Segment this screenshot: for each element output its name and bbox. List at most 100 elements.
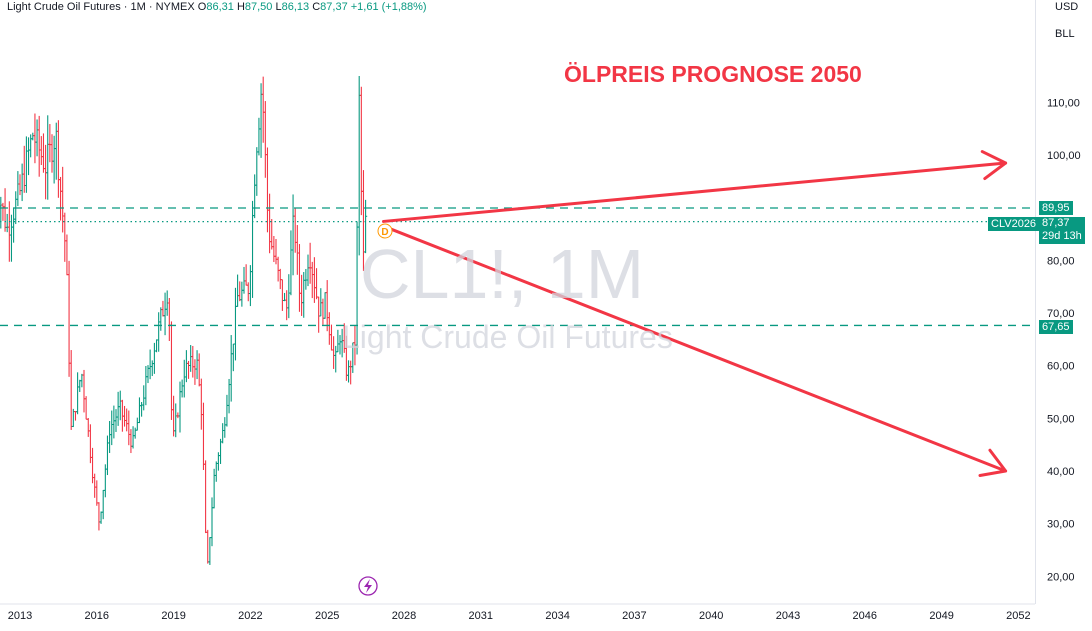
ohlc-bar [332, 336, 336, 369]
ohlc-bar [349, 360, 353, 385]
ohlc-bar [314, 268, 319, 300]
ohlc-bar [41, 133, 46, 173]
ohlc-bar [321, 298, 325, 325]
symbol-name: Light Crude Oil Futures [7, 1, 121, 13]
ohlc-bar [184, 350, 188, 383]
legend-separator: · [148, 1, 153, 13]
ohlc-bar [238, 281, 242, 302]
time-axis: 2013 2016 2019 2022 2025 2028 2031 2034 2037 2040… [8, 610, 1031, 622]
ohlc-bar [336, 329, 340, 353]
low-value: 86,13 [281, 1, 310, 13]
price-tick-label: 80,00 [1047, 255, 1075, 267]
ohlc-bar [210, 497, 214, 547]
time-tick-label: 2037 [622, 610, 646, 622]
ohlc-bar [125, 408, 129, 432]
ohlc-bar [246, 282, 250, 302]
ohlc-bar [176, 412, 180, 419]
ohlc-bar [5, 213, 9, 233]
ohlc-bar [302, 272, 306, 318]
ohlc-bar [167, 297, 171, 341]
dividend-marker-label: D [381, 227, 388, 238]
time-tick-label: 2034 [545, 610, 569, 622]
exchange-label: NYMEX [155, 1, 195, 13]
ohlc-bar [204, 460, 208, 534]
ohlc-bar [16, 171, 20, 207]
ohlc-bar [93, 473, 97, 498]
ohlc-bar [265, 147, 270, 233]
price-tick-label: 60,00 [1047, 361, 1075, 373]
ohlc-bar [201, 402, 206, 471]
unit-button[interactable]: BLL [1055, 28, 1075, 40]
ohlc-bar [182, 359, 186, 398]
trend-arrow[interactable] [382, 150, 1008, 223]
ohlc-bar [56, 120, 60, 198]
ohlc-bar [50, 134, 54, 173]
ohlc-bar [26, 137, 31, 176]
ohlc-bar [261, 76, 265, 143]
price-axis[interactable]: 20,00 30,00 40,00 50,00 60,00 70,00 80,00 100,0… [1035, 0, 1092, 604]
ohlc-bar [163, 292, 167, 336]
ohlc-bar [65, 234, 69, 276]
trend-arrow[interactable] [382, 224, 1008, 478]
ohlc-bar [319, 288, 323, 317]
ohlc-bar [135, 417, 139, 431]
ohlc-bar [236, 274, 240, 307]
ohlc-bar [18, 174, 22, 196]
ohlc-bar [223, 417, 227, 438]
ohlc-bar [278, 268, 282, 290]
ohlc-bar [24, 136, 28, 193]
ohlc-bar [61, 166, 65, 233]
ohlc-bar [137, 397, 142, 424]
price-tick-label: 100,00 [1047, 150, 1081, 162]
lower-level-tag: 67,65 [1039, 320, 1073, 334]
ohlc-bar [291, 194, 295, 276]
ohlc-bar [272, 235, 276, 263]
ohlc-bar [154, 339, 159, 353]
ohlc-bar [3, 188, 7, 232]
ohlc-bar [364, 199, 368, 254]
price-tick-label: 70,00 [1047, 308, 1075, 320]
ohlc-bar [268, 193, 272, 254]
ohlc-bar [48, 124, 52, 163]
ohlc-bar [118, 390, 122, 421]
close-label: C [312, 1, 321, 13]
ohlc-bar [29, 134, 33, 158]
ohlc-bar [67, 260, 71, 377]
dividend-marker[interactable]: D [377, 223, 393, 239]
price-tick-label: 20,00 [1047, 571, 1075, 583]
ohlc-bar [244, 264, 248, 286]
ohlc-bar [233, 287, 238, 361]
open-value: 86,31 [206, 1, 234, 13]
price-tick-label: 40,00 [1047, 466, 1075, 478]
ohlc-bar [133, 427, 137, 439]
ohlc-bar [329, 324, 334, 351]
price-tick-label: 30,00 [1047, 519, 1075, 531]
ohlc-bar [263, 101, 267, 178]
ohlc-bar [218, 438, 223, 464]
ohlc-bar [334, 345, 338, 373]
ohlc-bar [212, 468, 216, 509]
ohlc-bars [0, 75, 368, 565]
ohlc-bar [225, 394, 229, 427]
ohlc-bar [129, 429, 133, 454]
ohlc-bar [240, 281, 244, 307]
ohlc-bar [229, 335, 233, 402]
horizontal-levels [0, 207, 1035, 327]
time-tick-label: 2052 [1006, 610, 1030, 622]
ohlc-bar [308, 242, 312, 284]
ohlc-bar [359, 86, 363, 216]
ohlc-bar [127, 410, 131, 446]
currency-button[interactable]: USD [1055, 1, 1079, 13]
ohlc-bar [304, 268, 308, 290]
time-tick-label: 2019 [161, 610, 185, 622]
ohlc-bar [69, 350, 73, 430]
lightning-event-icon[interactable] [358, 576, 378, 596]
time-tick-label: 2031 [469, 610, 493, 622]
symbol-legend[interactable]: Light Crude Oil Futures · 1M · NYMEX O86… [7, 0, 427, 14]
time-tick-label: 2043 [776, 610, 800, 622]
time-tick-label: 2013 [8, 610, 32, 622]
ohlc-bar [300, 274, 304, 316]
ohlc-bar [293, 208, 297, 253]
trend-arrows [382, 150, 1008, 478]
